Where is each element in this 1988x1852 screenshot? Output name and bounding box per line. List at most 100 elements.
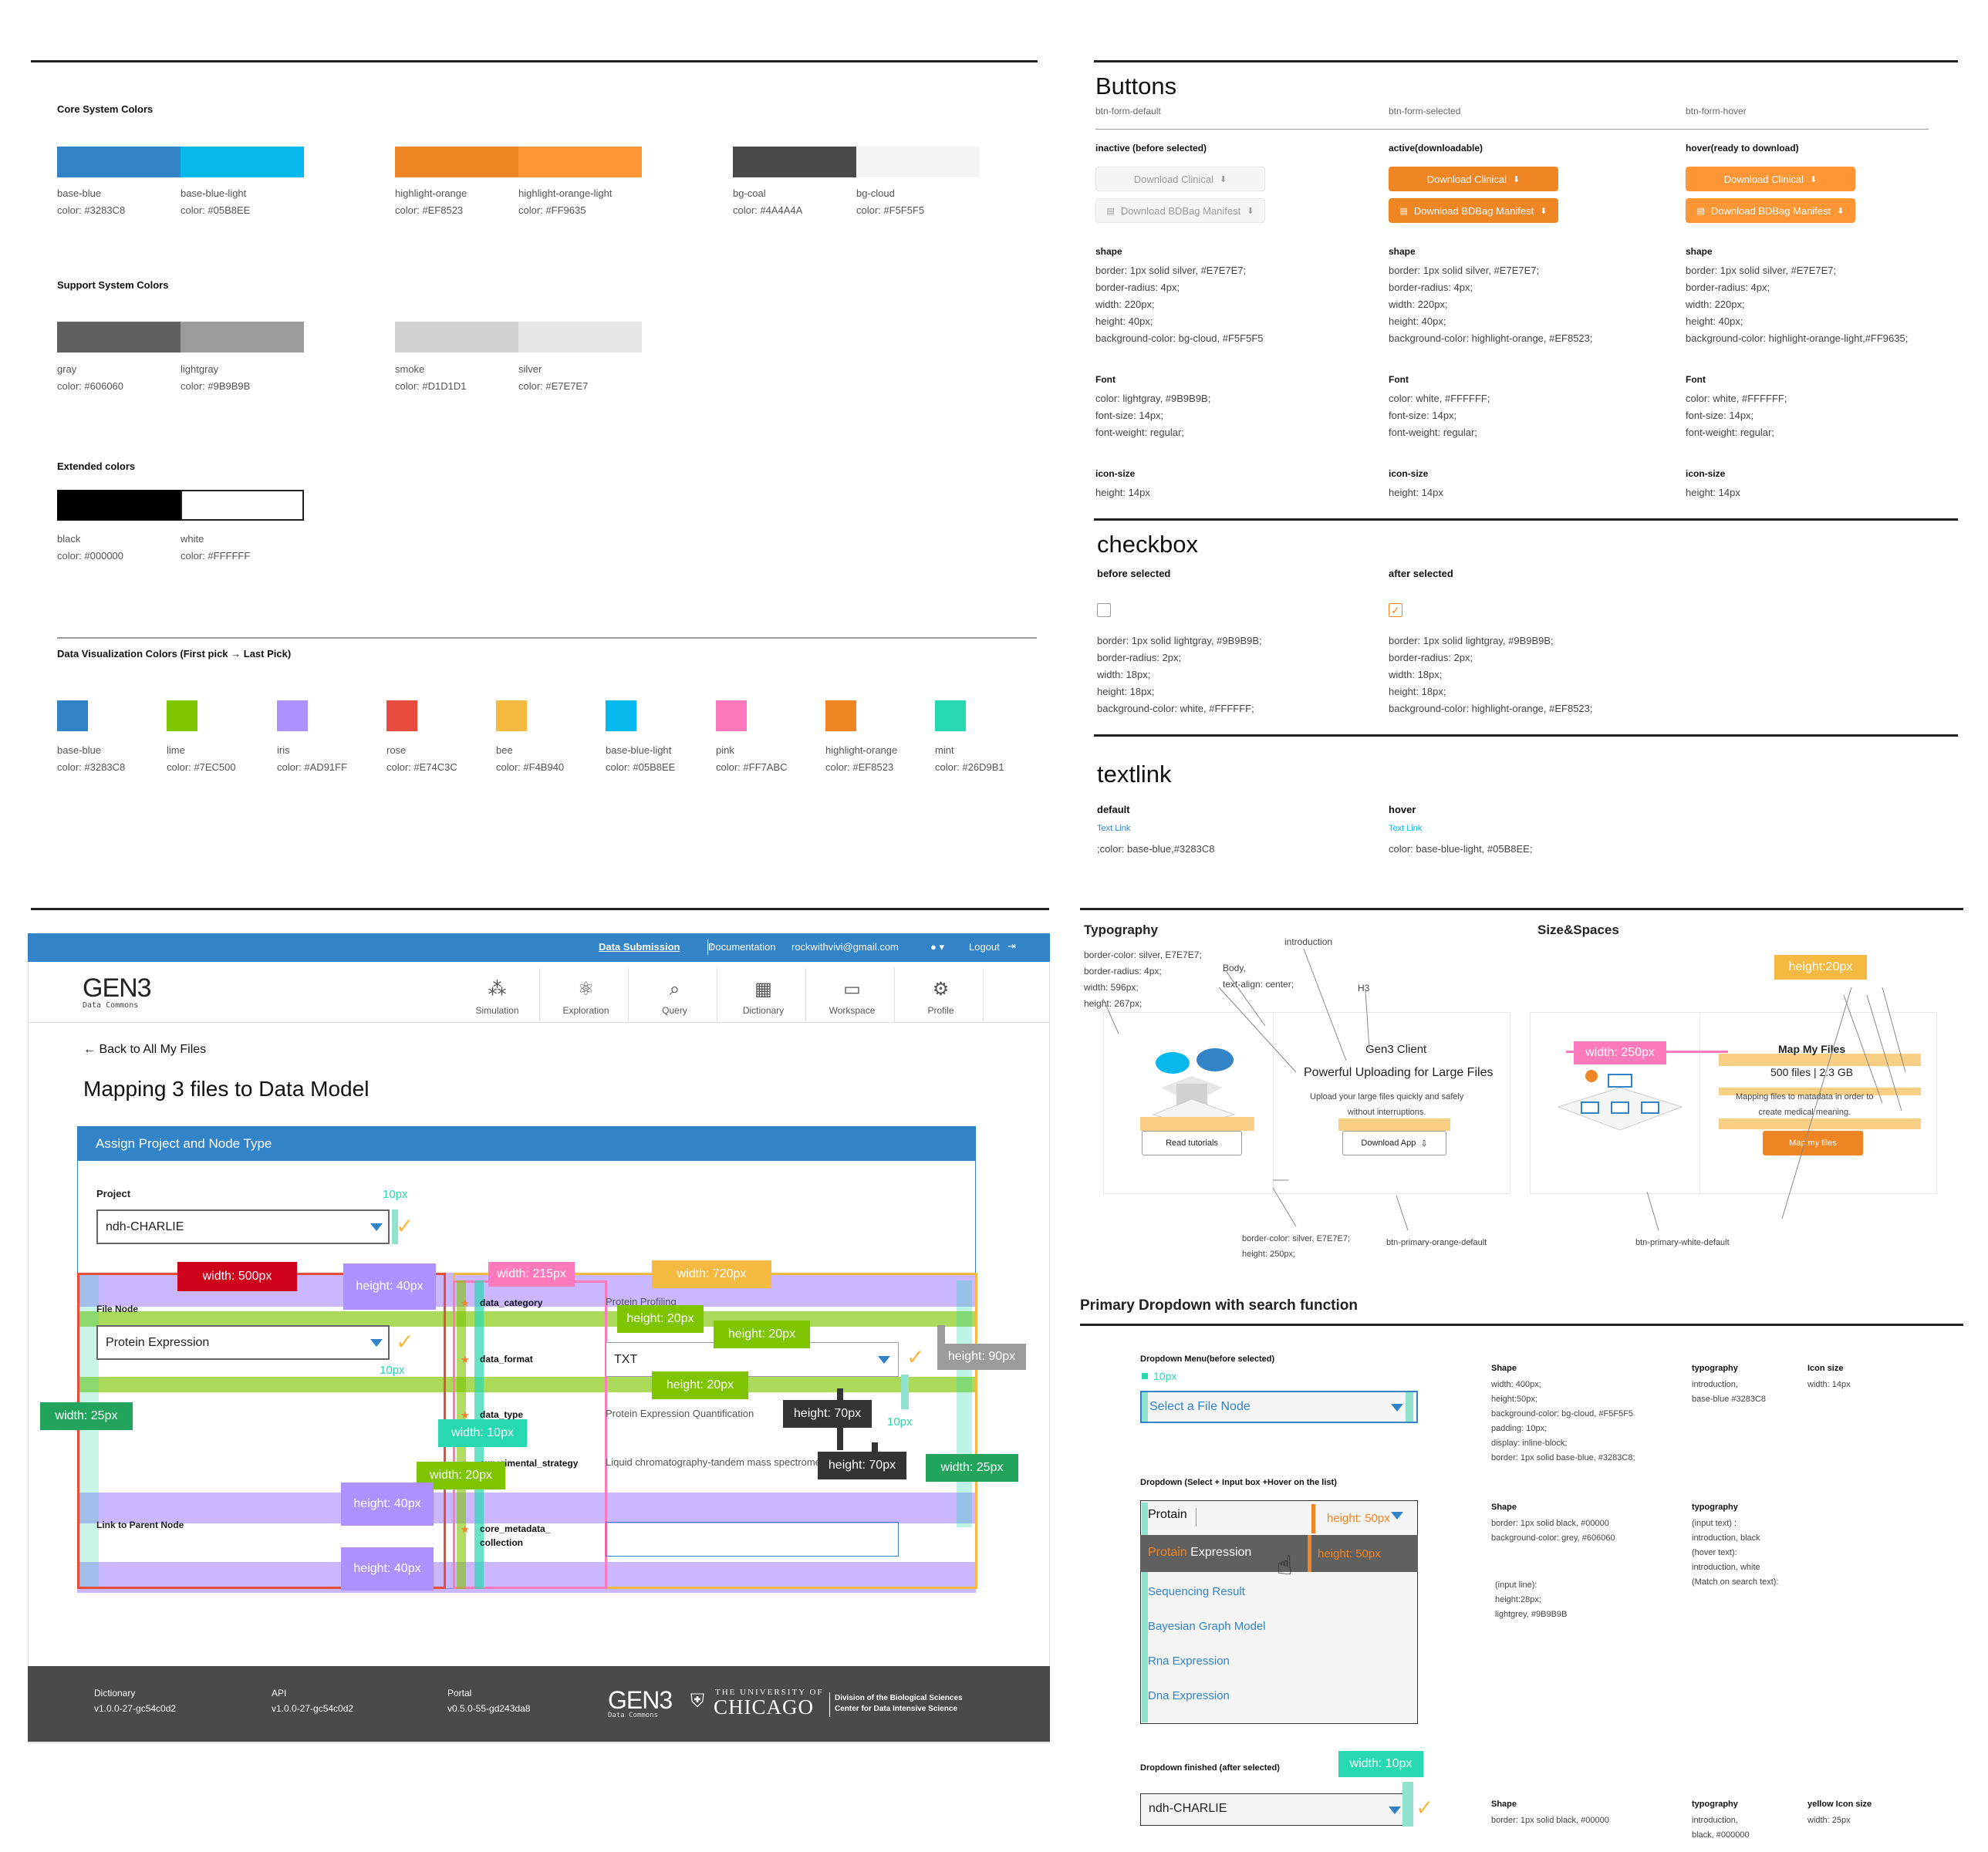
spec-label: yellow Icon size bbox=[1807, 1800, 1872, 1809]
project-dropdown[interactable]: ndh-CHARLIE bbox=[96, 1209, 390, 1244]
dropdown-hover-option[interactable]: Protain Expression bbox=[1140, 1535, 1418, 1572]
gen3-logo[interactable]: GEN3 bbox=[83, 973, 152, 1003]
nav-item[interactable]: ⁂ Simulation bbox=[455, 968, 540, 1022]
swatch-name: silver bbox=[518, 363, 542, 375]
nav-item[interactable]: ⌕ Query bbox=[633, 968, 717, 1022]
checkbox-title: checkbox bbox=[1097, 531, 1198, 558]
divider bbox=[1080, 1324, 1963, 1326]
uchicago-top: THE UNIVERSITY OF bbox=[715, 1688, 824, 1697]
download-clinical-button[interactable]: Download Clinical ⬇ bbox=[1095, 167, 1265, 191]
project-select-finished[interactable]: ndh-CHARLIE bbox=[1140, 1793, 1410, 1826]
user-chevron-icon[interactable]: ● ▾ bbox=[930, 941, 944, 953]
division-text: Division of the Biological Sciences bbox=[835, 1694, 963, 1702]
map-my-files-button[interactable]: Map my files bbox=[1763, 1131, 1863, 1155]
spec-label: Font bbox=[1389, 374, 1409, 385]
download-bdbag-button[interactable]: ▤ Download BDBag Manifest ⬇ bbox=[1389, 198, 1558, 223]
download-bdbag-button[interactable]: ▤ Download BDBag Manifest ⬇ bbox=[1686, 198, 1855, 223]
swatch-name: black bbox=[57, 533, 81, 545]
download-clinical-button[interactable]: Download Clinical ⬇ bbox=[1389, 167, 1558, 191]
nav-item[interactable]: ⚛ Exploration bbox=[544, 968, 629, 1022]
swatch-code: color: #3283C8 bbox=[57, 204, 126, 216]
swatch-code: color: #E7E7E7 bbox=[518, 380, 589, 392]
dropdown-option[interactable]: Rna Expression bbox=[1148, 1655, 1230, 1668]
divider bbox=[1080, 908, 1963, 910]
check-icon: ✓ bbox=[906, 1345, 925, 1369]
file-node-dropdown[interactable]: Protein Expression bbox=[96, 1325, 390, 1360]
uchicago-shield-icon: ⛨ bbox=[690, 1691, 704, 1712]
annotation: width: 10px bbox=[438, 1419, 527, 1447]
footer-label: API bbox=[272, 1688, 287, 1699]
textlink-title: textlink bbox=[1097, 761, 1172, 788]
nav-item[interactable]: ⚙ Profile bbox=[899, 968, 984, 1022]
textlink-hover-spec: color: base-blue-light, #05B8EE; bbox=[1389, 843, 1533, 855]
swatch-name: base-blue-light bbox=[606, 744, 672, 756]
swatch-code: color: #3283C8 bbox=[57, 761, 126, 773]
nav-label: Simulation bbox=[475, 1005, 519, 1016]
field-key: core_metadata_ collection bbox=[480, 1523, 551, 1548]
swatch-code: color: #606060 bbox=[57, 380, 124, 392]
nav-item[interactable]: ▭ Workspace bbox=[810, 968, 895, 1022]
documentation-link[interactable]: Documentation bbox=[708, 941, 776, 953]
color-swatch bbox=[518, 322, 642, 353]
annotation: width: 500px bbox=[177, 1262, 297, 1291]
chevron-down-icon bbox=[370, 1339, 383, 1347]
swatch-name: base-blue-light bbox=[181, 187, 247, 199]
checkbox-checked[interactable]: ✓ bbox=[1389, 603, 1402, 617]
color-swatch bbox=[395, 322, 518, 353]
annotation: height: 70px bbox=[783, 1400, 872, 1428]
card-body: Mapping files to matadata in order to cr… bbox=[1736, 1092, 1874, 1117]
divider bbox=[1094, 518, 1958, 521]
annotation: 10px bbox=[383, 1188, 408, 1201]
dropdown-option[interactable]: Bayesian Graph Model bbox=[1148, 1620, 1266, 1633]
field-value: Liquid chromatography-tandem mass spectr… bbox=[606, 1456, 832, 1468]
card-subheading: Powerful Uploading for Large Files bbox=[1304, 1066, 1494, 1079]
data-submission-link[interactable]: Data Submission bbox=[599, 941, 680, 953]
nav-item[interactable]: ▦ Dictionary bbox=[721, 968, 806, 1022]
annotation: 10px bbox=[1153, 1370, 1177, 1382]
dropdown-state-label: Dropdown (Select + Input box +Hover on t… bbox=[1140, 1478, 1337, 1487]
back-link[interactable]: ← Back to All My Files bbox=[83, 1043, 207, 1056]
download-app-button[interactable]: Download App ⇩ bbox=[1342, 1131, 1446, 1155]
dropdown-option[interactable]: Sequencing Result bbox=[1148, 1585, 1245, 1598]
dropdown-option[interactable]: Dna Expression bbox=[1148, 1689, 1230, 1702]
color-swatch bbox=[57, 490, 181, 521]
logout-link[interactable]: Logout bbox=[969, 941, 1000, 953]
dropdown-state-label: Dropdown finished (after selected) bbox=[1140, 1763, 1280, 1773]
read-tutorials-button[interactable]: Read tutorials bbox=[1142, 1131, 1242, 1155]
textlink-hover[interactable]: Text Link bbox=[1389, 824, 1423, 833]
spec-label: typography bbox=[1692, 1364, 1738, 1373]
icon-spec: height: 14px bbox=[1095, 487, 1150, 498]
footer-label: Dictionary bbox=[94, 1688, 136, 1699]
chevron-down-icon bbox=[1391, 1404, 1403, 1412]
core-metadata-input[interactable] bbox=[606, 1522, 899, 1557]
color-swatch bbox=[395, 147, 518, 177]
dictionary-icon: ▦ bbox=[754, 979, 772, 1000]
dropdown-search-input[interactable]: Protain bbox=[1148, 1508, 1187, 1521]
color-swatch bbox=[57, 700, 88, 731]
spec-label: typography bbox=[1692, 1800, 1738, 1809]
checkbox-unchecked[interactable] bbox=[1097, 603, 1111, 617]
color-swatch bbox=[181, 490, 304, 521]
card-body: Upload your large files quickly and safe… bbox=[1310, 1092, 1464, 1117]
link-parent-label: Link to Parent Node bbox=[96, 1520, 184, 1530]
user-email[interactable]: rockwithvivi@gmail.com bbox=[791, 941, 899, 953]
file-count: 500 files | 2.3 GB bbox=[1770, 1066, 1854, 1078]
swatch-code: color: #FFFFFF bbox=[181, 550, 251, 562]
divider bbox=[31, 60, 1038, 62]
textlink-default[interactable]: Text Link bbox=[1097, 824, 1131, 833]
download-clinical-button[interactable]: Download Clinical ⬇ bbox=[1686, 167, 1855, 191]
divider bbox=[1095, 129, 1929, 130]
download-bdbag-button[interactable]: ▤ Download BDBag Manifest ⬇ bbox=[1095, 198, 1265, 223]
annotation: height: 40px bbox=[341, 1547, 434, 1591]
required-star-icon: ★ bbox=[461, 1297, 470, 1309]
swatch-name: bg-cloud bbox=[856, 187, 895, 199]
annotation: 10px bbox=[887, 1415, 913, 1429]
swatch-code: color: #7EC500 bbox=[167, 761, 236, 773]
annotation: height: 20px bbox=[714, 1321, 810, 1348]
color-swatch bbox=[606, 700, 636, 731]
swatch-code: color: #4A4A4A bbox=[733, 204, 803, 216]
field-key: data_type bbox=[480, 1409, 524, 1420]
note: btn-primary-white-default bbox=[1635, 1238, 1730, 1247]
file-node-select[interactable]: Select a File Node bbox=[1140, 1391, 1418, 1423]
nav-label: Exploration bbox=[562, 1005, 609, 1016]
